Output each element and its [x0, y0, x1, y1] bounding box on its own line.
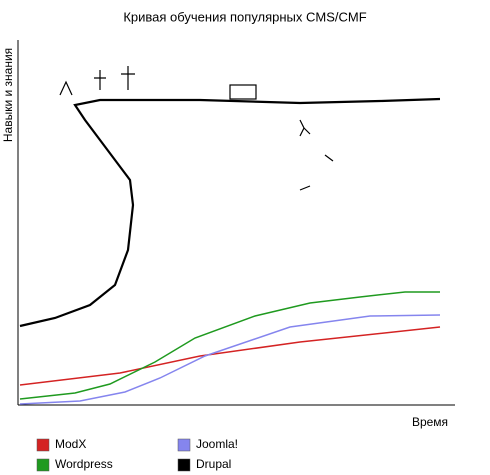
legend-swatch	[36, 458, 50, 472]
legend-label: Drupal	[196, 457, 231, 471]
legend-label: Wordpress	[55, 457, 113, 471]
doodle-crosses	[59, 66, 135, 96]
legend-label: Joomla!	[196, 437, 238, 451]
series-line	[19, 291, 440, 400]
series-line	[19, 97, 441, 328]
chart-title: Кривая обучения популярных CMS/CMF	[123, 9, 366, 24]
series-line	[19, 314, 441, 405]
doodles	[59, 66, 334, 191]
y-axis-label: Навыки и знания	[1, 48, 15, 142]
legend-swatch	[177, 438, 191, 452]
series-line	[19, 326, 441, 386]
doodle-bulldozer	[229, 84, 257, 100]
legend-swatch	[36, 438, 50, 452]
legend-label: ModX	[55, 437, 86, 451]
legend-swatch	[177, 458, 191, 472]
x-axis-label: Время	[412, 415, 448, 429]
doodle-figures	[299, 119, 334, 191]
